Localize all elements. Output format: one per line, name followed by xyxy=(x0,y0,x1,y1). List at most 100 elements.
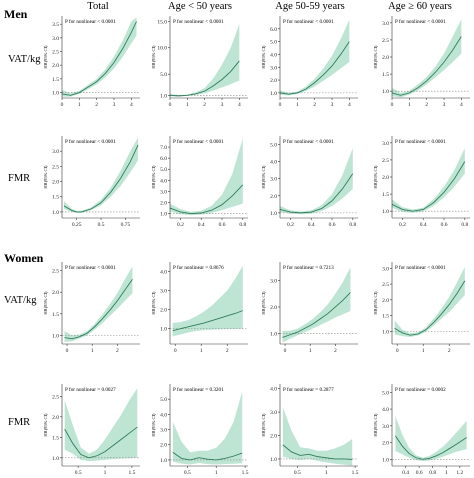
y-tick-label: 4.0 xyxy=(270,387,277,393)
column-title-age-60-plus: Age ≥ 60 years xyxy=(388,1,452,12)
panel: 0 1 2 3 4 1.0 5.0 10.0 15.0 HR(95% CI) P for nonli… xyxy=(151,16,248,108)
y-tick-label: 5.0 xyxy=(382,390,389,396)
y-tick-label: 1.5 xyxy=(382,72,389,78)
confidence-band xyxy=(282,267,351,343)
x-tick-label: 0 xyxy=(279,102,282,108)
x-tick-label: 2 xyxy=(116,348,119,354)
y-axis-label: HR(95% CI) xyxy=(373,45,378,69)
p-value-label: P for nonlinear = 0.0027 xyxy=(65,386,116,393)
confidence-band xyxy=(62,17,137,97)
y-tick-label: 1.5 xyxy=(52,435,59,441)
y-tick-label: 1.0 xyxy=(270,211,277,217)
x-tick-label: 0.8 xyxy=(429,470,436,476)
p-value-label: P for nonlinear < 0.0001 xyxy=(65,138,116,145)
x-tick-label: 0.6 xyxy=(416,470,423,476)
x-tick-label: 0.2 xyxy=(287,222,294,228)
y-tick-label: 5.0 xyxy=(160,397,167,403)
x-tick-label: 3 xyxy=(443,102,446,108)
hr-curve xyxy=(282,444,353,460)
confidence-band xyxy=(280,147,353,215)
y-tick-label: 1.5 xyxy=(382,314,389,320)
y-tick-label: 3.0 xyxy=(270,65,277,71)
confidence-band xyxy=(392,19,462,98)
y-tick-label: 3.0 xyxy=(270,177,277,183)
x-tick-label: 0.8 xyxy=(349,222,356,228)
confidence-band xyxy=(64,388,138,462)
hr-curve xyxy=(169,184,244,215)
y-axis-label: HR(95% CI) xyxy=(373,413,378,437)
x-tick-label: 0.75 xyxy=(121,222,131,228)
hr-curve xyxy=(279,173,354,214)
x-tick-label: 1 xyxy=(325,470,328,476)
x-tick-label: 0.5 xyxy=(184,470,191,476)
x-tick-label: 1.5 xyxy=(242,470,249,476)
panel: 0.5 1 1.5 1.0 1.5 2.0 2.5 HR(95% CI) P for nonli… xyxy=(43,384,140,476)
x-tick-label: 1 xyxy=(104,470,107,476)
y-tick-label: 3.0 xyxy=(382,424,389,430)
x-tick-label: 0.4 xyxy=(402,470,409,476)
x-tick-label: 2 xyxy=(95,102,98,108)
y-axis-label: HR(95% CI) xyxy=(261,291,266,315)
panel: 0 1 2 3 4 1.0 2.0 3.0 4.0 5.0 6.0 HR(95% CI) P for n… xyxy=(261,16,358,108)
y-tick-label: 4.0 xyxy=(382,407,389,413)
p-value-label: P for nonlinear < 0.0001 xyxy=(395,138,446,145)
x-tick-label: 0.5 xyxy=(294,470,301,476)
y-axis-label: HR(95% CI) xyxy=(151,45,156,69)
y-axis-label: HR(95% CI) xyxy=(43,413,48,437)
y-tick-label: 1.0 xyxy=(270,457,277,463)
y-tick-label: 2.0 xyxy=(52,290,59,296)
p-value-label: P for nonlinear = 0.0002 xyxy=(395,386,446,393)
x-tick-label: 0 xyxy=(169,102,172,108)
y-tick-label: 3.0 xyxy=(270,410,277,416)
column-title-age-under-50: Age < 50 years xyxy=(168,1,232,12)
y-tick-label: 3.0 xyxy=(382,141,389,147)
confidence-band xyxy=(63,137,139,213)
y-axis-label: HR(95% CI) xyxy=(151,165,156,189)
x-tick-label: 0.8 xyxy=(461,222,468,228)
x-tick-label: 1.2 xyxy=(456,470,463,476)
y-axis-label: HR(95% CI) xyxy=(261,45,266,69)
y-tick-label: 5.0 xyxy=(270,40,277,46)
confidence-band xyxy=(172,391,243,465)
column-title-age-50-59: Age 50-59 years xyxy=(275,1,344,12)
y-tick-label: 2.5 xyxy=(382,38,389,44)
p-value-label: P for nonlinear = 0.7213 xyxy=(283,264,334,271)
confidence-band xyxy=(395,415,467,461)
panel: 0 1 2 1.0 2.0 3.0 4.0 HR(95% CI) P for nonlinear… xyxy=(151,262,248,354)
y-tick-label: 2.5 xyxy=(52,164,59,170)
hr-curve xyxy=(391,36,462,96)
y-tick-label: 3.0 xyxy=(382,266,389,272)
y-tick-label: 1.0 xyxy=(270,331,277,337)
y-tick-label: 4.0 xyxy=(160,412,167,418)
x-tick-label: 2 xyxy=(448,348,451,354)
x-tick-label: 0 xyxy=(174,348,177,354)
y-tick-label: 2.0 xyxy=(160,308,167,314)
p-value-label: P for nonlinear < 0.0001 xyxy=(283,138,334,145)
hr-curve xyxy=(394,280,466,336)
confidence-band xyxy=(392,147,465,213)
y-tick-label: 2.0 xyxy=(382,441,389,447)
hr-curve xyxy=(279,41,350,95)
row-label-women-vat: VAT/kg xyxy=(4,295,37,306)
column-title-total: Total xyxy=(87,1,109,12)
y-tick-label: 2.5 xyxy=(52,269,59,275)
x-tick-label: 3 xyxy=(221,102,224,108)
y-tick-label: 4.0 xyxy=(160,178,167,184)
y-tick-label: 1.0 xyxy=(382,209,389,215)
y-axis-label: HR(95% CI) xyxy=(43,165,48,189)
confidence-band xyxy=(280,19,350,96)
y-tick-label: 2.5 xyxy=(52,394,59,400)
x-tick-label: 2 xyxy=(226,348,229,354)
y-tick-label: 2.5 xyxy=(382,282,389,288)
y-tick-label: 1.0 xyxy=(52,91,59,97)
p-value-label: P for nonlinear < 0.0001 xyxy=(65,264,116,271)
y-tick-label: 3.0 xyxy=(382,21,389,27)
y-tick-label: 3.0 xyxy=(160,289,167,295)
y-tick-label: 2.0 xyxy=(270,78,277,84)
p-value-label: P for nonlinear < 0.0001 xyxy=(283,18,334,25)
x-tick-label: 2 xyxy=(313,102,316,108)
x-tick-label: 0.6 xyxy=(441,222,448,228)
x-tick-label: 1 xyxy=(445,470,448,476)
panel: 0 1 2 3 4 1.0 1.5 2.0 2.5 3.0 HR(95% CI) P for nonl… xyxy=(373,16,470,108)
